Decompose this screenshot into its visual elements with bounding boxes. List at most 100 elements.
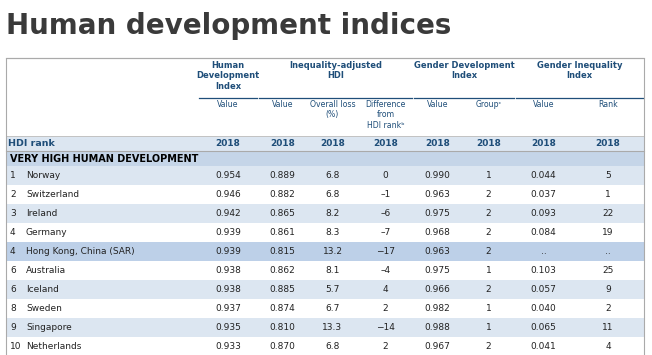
- Text: Rank: Rank: [598, 100, 618, 109]
- Text: 2: 2: [383, 304, 389, 313]
- Text: 8: 8: [10, 304, 16, 313]
- Text: Gender Inequality
Index: Gender Inequality Index: [537, 61, 622, 80]
- Bar: [6, 58, 644, 355]
- Bar: [6, 185, 644, 204]
- Text: 0.065: 0.065: [531, 323, 556, 332]
- Text: Ireland: Ireland: [26, 209, 57, 218]
- Text: 2: 2: [486, 285, 492, 294]
- Text: 6: 6: [10, 285, 16, 294]
- Text: 6.7: 6.7: [325, 304, 340, 313]
- Text: 2: 2: [383, 342, 389, 351]
- Text: 0.982: 0.982: [424, 304, 451, 313]
- Text: 0.954: 0.954: [215, 171, 241, 180]
- Bar: [6, 58, 644, 170]
- Text: Netherlands: Netherlands: [26, 342, 82, 351]
- Text: 0.966: 0.966: [424, 285, 451, 294]
- Text: Inequality-adjusted
HDI: Inequality-adjusted HDI: [289, 61, 382, 80]
- Text: 1: 1: [486, 266, 492, 275]
- Text: 2: 2: [486, 209, 492, 218]
- Text: 4: 4: [605, 342, 611, 351]
- Text: Sweden: Sweden: [26, 304, 62, 313]
- Text: Overall loss
(%): Overall loss (%): [310, 100, 355, 119]
- Bar: [6, 261, 644, 280]
- Text: Switzerland: Switzerland: [26, 190, 79, 199]
- Text: 0.861: 0.861: [269, 228, 295, 237]
- Text: 13.2: 13.2: [323, 247, 342, 256]
- Text: 3: 3: [10, 209, 16, 218]
- Text: 0.093: 0.093: [531, 209, 556, 218]
- Text: −14: −14: [376, 323, 395, 332]
- Text: 0.938: 0.938: [215, 266, 241, 275]
- Text: –6: –6: [380, 209, 391, 218]
- Text: 2018: 2018: [476, 140, 501, 148]
- Text: 0.865: 0.865: [269, 209, 295, 218]
- Text: 6.8: 6.8: [325, 342, 340, 351]
- Bar: [6, 318, 644, 337]
- Text: 0.874: 0.874: [270, 304, 295, 313]
- Bar: [6, 299, 644, 318]
- Text: 8.3: 8.3: [325, 228, 340, 237]
- Text: 0.938: 0.938: [215, 285, 241, 294]
- Text: 2: 2: [10, 190, 16, 199]
- Text: –7: –7: [380, 228, 391, 237]
- Text: Australia: Australia: [26, 266, 66, 275]
- Text: 19: 19: [602, 228, 614, 237]
- Text: 2: 2: [486, 228, 492, 237]
- Text: 0.037: 0.037: [531, 190, 556, 199]
- Text: Difference
from
HDI rankᵇ: Difference from HDI rankᵇ: [365, 100, 406, 130]
- Text: 2018: 2018: [595, 140, 621, 148]
- Text: 0.935: 0.935: [215, 323, 241, 332]
- Bar: [6, 242, 644, 261]
- Text: 10: 10: [10, 342, 22, 351]
- Text: 2: 2: [486, 342, 492, 351]
- Text: 0.810: 0.810: [269, 323, 295, 332]
- Text: 13.3: 13.3: [323, 323, 342, 332]
- Text: 0.975: 0.975: [424, 266, 451, 275]
- Text: Groupᶜ: Groupᶜ: [475, 100, 501, 109]
- Text: –1: –1: [380, 190, 391, 199]
- Text: 11: 11: [602, 323, 614, 332]
- Text: 1: 1: [605, 190, 611, 199]
- Text: 0.041: 0.041: [531, 342, 556, 351]
- Text: 0.889: 0.889: [269, 171, 295, 180]
- Text: 0.057: 0.057: [531, 285, 556, 294]
- Bar: [6, 166, 644, 185]
- Text: 0.946: 0.946: [215, 190, 241, 199]
- Text: 4: 4: [10, 228, 16, 237]
- Text: 2: 2: [605, 304, 611, 313]
- Bar: [6, 337, 644, 355]
- Bar: [6, 152, 644, 166]
- Text: 9: 9: [605, 285, 611, 294]
- Text: Gender Development
Index: Gender Development Index: [413, 61, 514, 80]
- Text: Iceland: Iceland: [26, 285, 59, 294]
- Text: HDI rank: HDI rank: [8, 140, 55, 148]
- Text: 0: 0: [383, 171, 389, 180]
- Text: 1: 1: [486, 304, 492, 313]
- Text: Germany: Germany: [26, 228, 68, 237]
- Text: 2018: 2018: [373, 140, 398, 148]
- Text: –4: –4: [380, 266, 391, 275]
- Text: 6.8: 6.8: [325, 171, 340, 180]
- Text: 0.990: 0.990: [424, 171, 451, 180]
- Text: 25: 25: [602, 266, 614, 275]
- Text: 2018: 2018: [425, 140, 450, 148]
- Text: 5.7: 5.7: [325, 285, 340, 294]
- Text: 0.963: 0.963: [424, 247, 451, 256]
- Text: Singapore: Singapore: [26, 323, 72, 332]
- Text: 0.040: 0.040: [531, 304, 556, 313]
- Text: 1: 1: [486, 171, 492, 180]
- Text: 4: 4: [383, 285, 389, 294]
- Text: 0.975: 0.975: [424, 209, 451, 218]
- Text: VERY HIGH HUMAN DEVELOPMENT: VERY HIGH HUMAN DEVELOPMENT: [10, 154, 198, 164]
- Text: 0.968: 0.968: [424, 228, 451, 237]
- Text: −17: −17: [376, 247, 395, 256]
- Text: Human
Development
Index: Human Development Index: [196, 61, 259, 91]
- Text: 5: 5: [605, 171, 611, 180]
- Text: 0.103: 0.103: [531, 266, 556, 275]
- Text: 8.1: 8.1: [325, 266, 340, 275]
- Text: 6.8: 6.8: [325, 190, 340, 199]
- Text: 2018: 2018: [531, 140, 556, 148]
- Text: 0.937: 0.937: [215, 304, 241, 313]
- Text: Value: Value: [272, 100, 293, 109]
- Text: 0.882: 0.882: [270, 190, 295, 199]
